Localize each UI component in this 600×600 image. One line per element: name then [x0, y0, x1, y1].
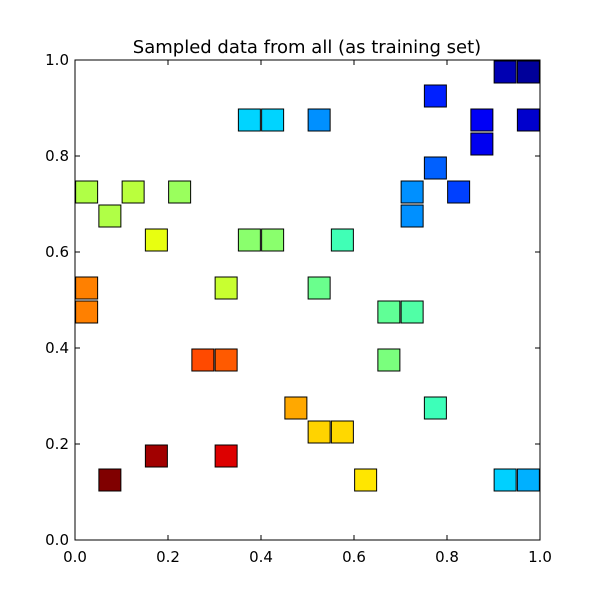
y-tick-label: 0.6	[45, 243, 69, 261]
data-point	[307, 420, 331, 444]
data-point	[237, 108, 261, 132]
data-point	[423, 84, 447, 108]
y-tick-label: 0.2	[45, 435, 69, 453]
data-point	[168, 180, 192, 204]
data-point	[330, 228, 354, 252]
markers-layer	[75, 60, 540, 492]
data-point	[493, 60, 517, 84]
data-point	[98, 204, 122, 228]
x-tick-label: 0.2	[156, 548, 180, 566]
data-point	[377, 300, 401, 324]
plot-frame	[74, 59, 541, 541]
data-point	[400, 204, 424, 228]
x-tick-label: 0.0	[63, 548, 87, 566]
x-tick-label: 0.6	[342, 548, 366, 566]
data-point	[470, 108, 494, 132]
data-point	[400, 180, 424, 204]
data-point	[144, 444, 168, 468]
x-tick-label: 0.8	[435, 548, 459, 566]
data-point	[75, 180, 99, 204]
data-point	[493, 468, 517, 492]
data-point	[75, 276, 99, 300]
data-point	[261, 108, 285, 132]
y-tick-label: 0.4	[45, 339, 69, 357]
data-point	[354, 468, 378, 492]
data-point	[214, 444, 238, 468]
data-point	[447, 180, 471, 204]
data-point	[98, 468, 122, 492]
data-point	[516, 60, 540, 84]
data-point	[214, 276, 238, 300]
x-tick-label: 0.4	[249, 548, 273, 566]
data-point	[470, 132, 494, 156]
data-point	[284, 396, 308, 420]
data-point	[423, 156, 447, 180]
data-point	[144, 228, 168, 252]
data-point	[516, 108, 540, 132]
data-point	[307, 108, 331, 132]
chart-title: Sampled data from all (as training set)	[133, 37, 481, 58]
data-point	[400, 300, 424, 324]
x-tick-label: 1.0	[528, 548, 552, 566]
data-point	[516, 468, 540, 492]
data-point	[377, 348, 401, 372]
data-point	[307, 276, 331, 300]
data-point	[214, 348, 238, 372]
data-point	[121, 180, 145, 204]
y-tick-label: 0.8	[45, 147, 69, 165]
data-point	[75, 300, 99, 324]
axes-layer: 0.0 0.2 0.4 0.6 0.8 1.0 0.0 0.2 0.4 0.6 0.8 1.0	[45, 51, 552, 566]
data-point	[330, 420, 354, 444]
data-point	[261, 228, 285, 252]
data-point	[191, 348, 215, 372]
y-tick-label: 1.0	[45, 51, 69, 69]
data-point	[237, 228, 261, 252]
data-point	[423, 396, 447, 420]
y-tick-label: 0.0	[45, 531, 69, 549]
